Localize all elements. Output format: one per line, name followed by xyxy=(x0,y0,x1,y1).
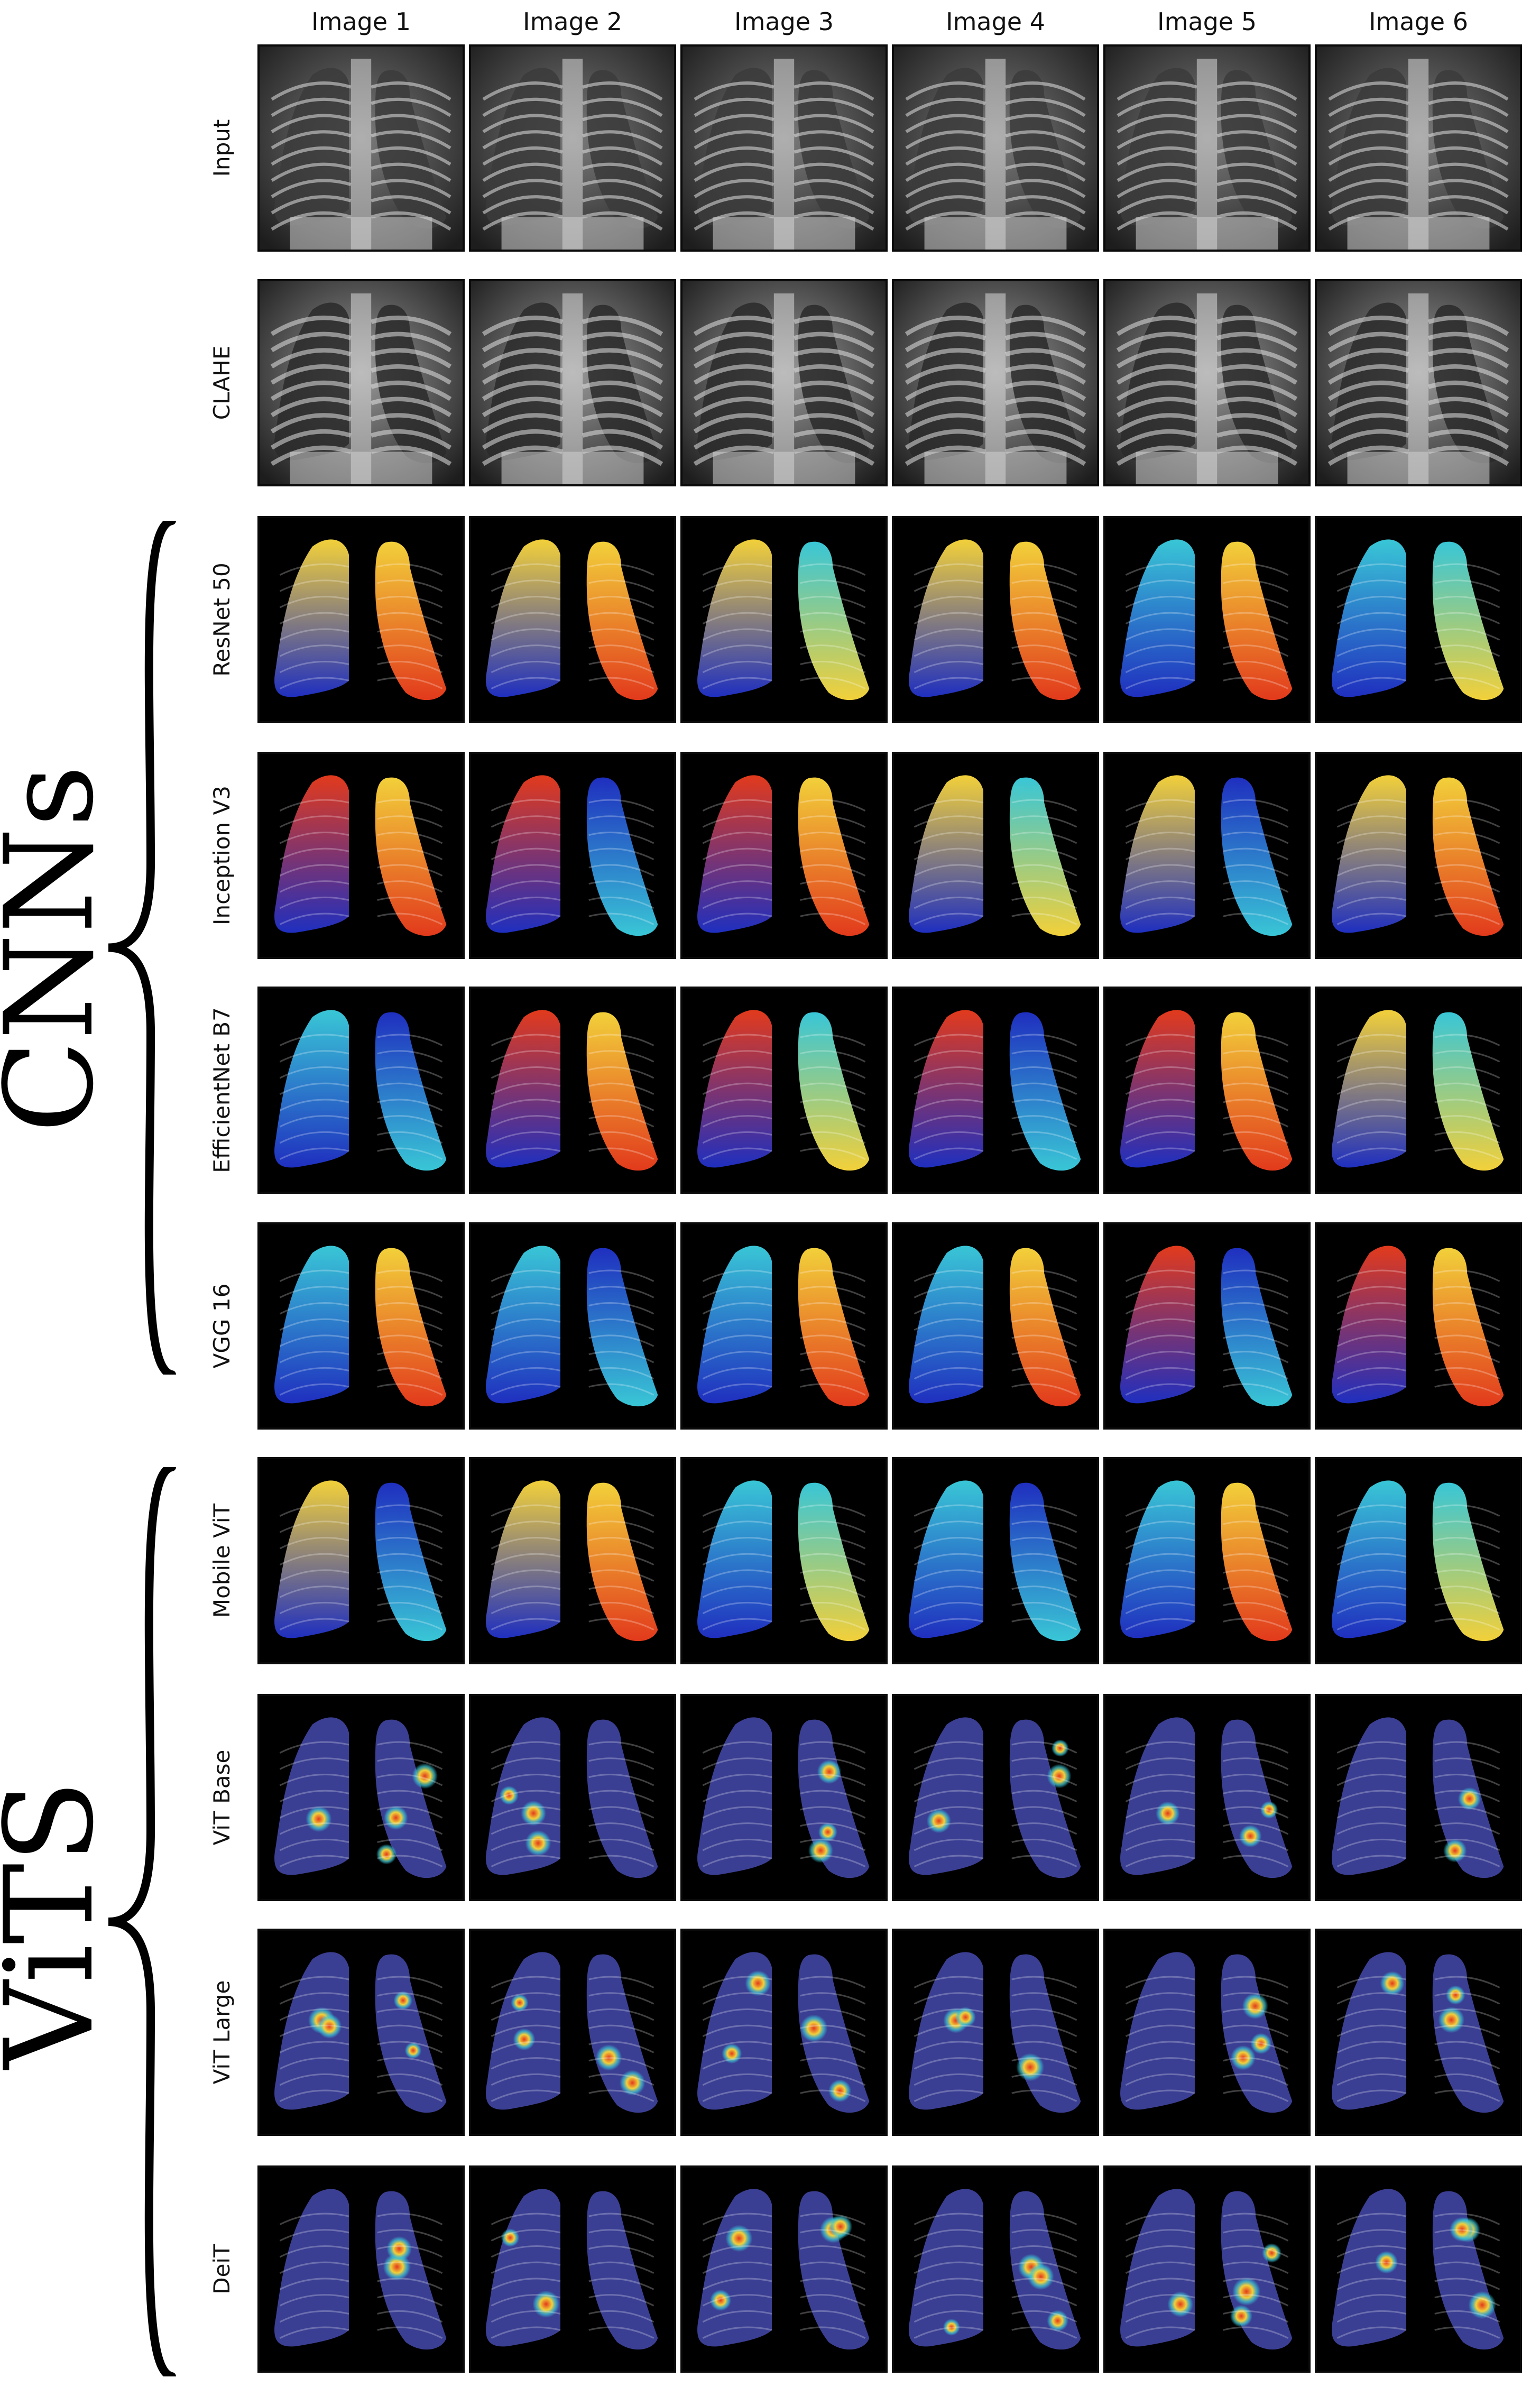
tile-deit-image-2 xyxy=(469,2165,676,2373)
tile-mobile-vit-image-2 xyxy=(469,1457,676,1664)
tile-clahe-image-2 xyxy=(469,279,676,486)
tile-input-image-4 xyxy=(892,44,1099,252)
tile-clahe-image-5 xyxy=(1103,279,1311,486)
tile-mobile-vit-image-6 xyxy=(1315,1457,1522,1664)
tile-vgg-16-image-4 xyxy=(892,1222,1099,1430)
tile-resnet-50-image-5 xyxy=(1103,516,1311,723)
tile-input-image-1 xyxy=(257,44,465,252)
tile-efficientnet-b7-image-4 xyxy=(892,987,1099,1194)
column-header-6: Image 6 xyxy=(1369,7,1468,36)
group-label-vits: ViTS xyxy=(0,1780,121,2069)
tile-clahe-image-3 xyxy=(680,279,888,486)
tile-mobile-vit-image-1 xyxy=(257,1457,465,1664)
tile-inception-v3-image-5 xyxy=(1103,752,1311,959)
tile-deit-image-6 xyxy=(1315,2165,1522,2373)
tile-inception-v3-image-2 xyxy=(469,752,676,959)
group-label-cnns: CNNs xyxy=(0,764,121,1133)
tile-input-image-5 xyxy=(1103,44,1311,252)
tile-input-image-2 xyxy=(469,44,676,252)
tile-input-image-6 xyxy=(1315,44,1522,252)
tile-mobile-vit-image-4 xyxy=(892,1457,1099,1664)
tile-resnet-50-image-3 xyxy=(680,516,888,723)
tile-vit-large-image-3 xyxy=(680,1929,888,2136)
group-brace-cnns xyxy=(108,521,176,1375)
tile-inception-v3-image-3 xyxy=(680,752,888,959)
tile-efficientnet-b7-image-1 xyxy=(257,987,465,1194)
tile-resnet-50-image-4 xyxy=(892,516,1099,723)
tile-vgg-16-image-5 xyxy=(1103,1222,1311,1430)
tile-inception-v3-image-1 xyxy=(257,752,465,959)
row-label-deit: DeiT xyxy=(209,2244,235,2294)
tile-efficientnet-b7-image-6 xyxy=(1315,987,1522,1194)
tile-input-image-3 xyxy=(680,44,888,252)
tile-vit-base-image-5 xyxy=(1103,1694,1311,1901)
tile-deit-image-5 xyxy=(1103,2165,1311,2373)
tile-vit-base-image-2 xyxy=(469,1694,676,1901)
tile-mobile-vit-image-3 xyxy=(680,1457,888,1664)
row-label-vit-base: ViT Base xyxy=(209,1749,235,1846)
column-header-2: Image 2 xyxy=(523,7,622,36)
row-label-mobile-vit: Mobile ViT xyxy=(209,1503,235,1618)
tile-vit-large-image-2 xyxy=(469,1929,676,2136)
tile-inception-v3-image-4 xyxy=(892,752,1099,959)
tile-clahe-image-1 xyxy=(257,279,465,486)
row-label-efficientnet-b7: EfficientNet B7 xyxy=(209,1007,235,1173)
tile-inception-v3-image-6 xyxy=(1315,752,1522,959)
tile-vit-large-image-4 xyxy=(892,1929,1099,2136)
row-label-input: Input xyxy=(209,119,235,177)
tile-vit-base-image-3 xyxy=(680,1694,888,1901)
tile-vit-large-image-6 xyxy=(1315,1929,1522,2136)
tile-vit-large-image-5 xyxy=(1103,1929,1311,2136)
tile-vit-base-image-6 xyxy=(1315,1694,1522,1901)
tile-efficientnet-b7-image-5 xyxy=(1103,987,1311,1194)
column-header-5: Image 5 xyxy=(1157,7,1257,36)
row-label-clahe: CLAHE xyxy=(209,345,235,420)
tile-vgg-16-image-2 xyxy=(469,1222,676,1430)
row-label-vit-large: ViT Large xyxy=(209,1980,235,2085)
tile-deit-image-1 xyxy=(257,2165,465,2373)
tile-vgg-16-image-1 xyxy=(257,1222,465,1430)
tile-resnet-50-image-1 xyxy=(257,516,465,723)
tile-efficientnet-b7-image-3 xyxy=(680,987,888,1194)
tile-clahe-image-4 xyxy=(892,279,1099,486)
tile-deit-image-3 xyxy=(680,2165,888,2373)
tile-efficientnet-b7-image-2 xyxy=(469,987,676,1194)
tile-vgg-16-image-6 xyxy=(1315,1222,1522,1430)
group-brace-vits xyxy=(108,1467,176,2376)
tile-vit-base-image-1 xyxy=(257,1694,465,1901)
column-header-4: Image 4 xyxy=(946,7,1045,36)
tile-vit-large-image-1 xyxy=(257,1929,465,2136)
tile-clahe-image-6 xyxy=(1315,279,1522,486)
column-header-1: Image 1 xyxy=(311,7,411,36)
row-label-vgg-16: VGG 16 xyxy=(209,1283,235,1369)
column-header-3: Image 3 xyxy=(734,7,834,36)
tile-vgg-16-image-3 xyxy=(680,1222,888,1430)
tile-deit-image-4 xyxy=(892,2165,1099,2373)
tile-vit-base-image-4 xyxy=(892,1694,1099,1901)
tile-resnet-50-image-6 xyxy=(1315,516,1522,723)
tile-resnet-50-image-2 xyxy=(469,516,676,723)
row-label-inception-v3: Inception V3 xyxy=(209,786,235,925)
row-label-resnet-50: ResNet 50 xyxy=(209,563,235,677)
tile-mobile-vit-image-5 xyxy=(1103,1457,1311,1664)
